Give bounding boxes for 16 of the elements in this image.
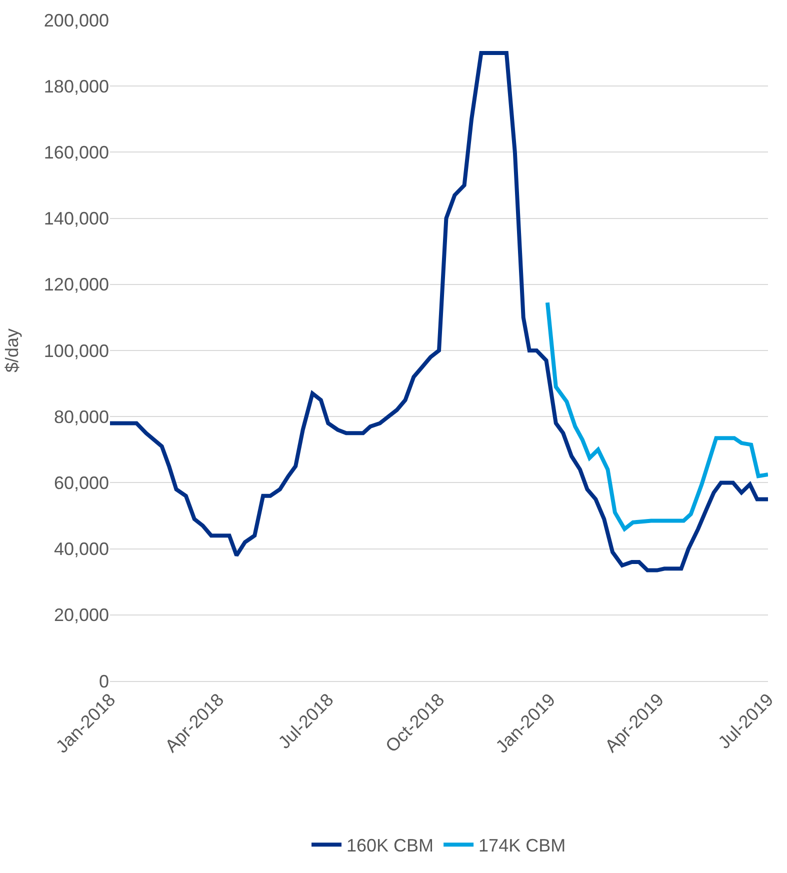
y-axis-title: $/day <box>2 328 22 373</box>
line-series <box>110 51 768 572</box>
line-series <box>545 300 768 531</box>
y-tick-label: 200,000 <box>44 10 109 30</box>
y-tick-label: 20,000 <box>54 605 109 626</box>
y-tick-label: 180,000 <box>44 76 109 96</box>
legend-label: 160K CBM <box>346 836 434 856</box>
y-tick-label: 80,000 <box>54 406 109 427</box>
y-tick-label: 120,000 <box>44 274 109 295</box>
legend-label: 174K CBM <box>478 836 566 856</box>
y-tick-label: 160,000 <box>44 142 109 162</box>
y-tick-label: 40,000 <box>54 539 109 560</box>
y-tick-label: 60,000 <box>54 473 109 493</box>
y-tick-label: 140,000 <box>44 208 109 229</box>
y-tick-label: 100,000 <box>44 340 109 361</box>
y-tick-label: 0 <box>98 671 109 692</box>
